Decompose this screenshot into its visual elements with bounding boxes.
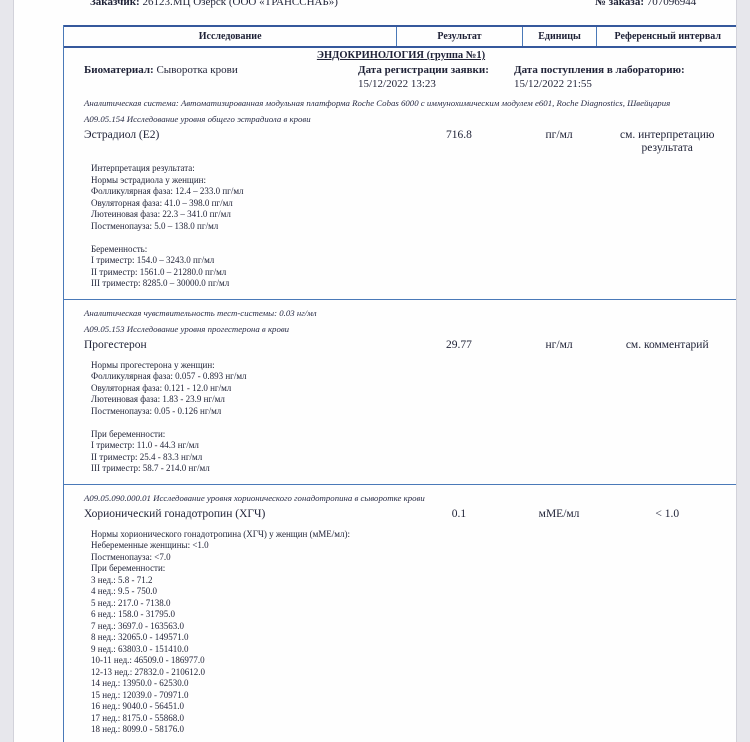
- norm-line: 15 нед.: 12039.0 - 70971.0: [91, 689, 189, 700]
- analyte-code-line: А09.05.153 Исследование уровня прогестер…: [84, 323, 290, 334]
- customer-line: Заказчик: 26123.МЦ Озерск (ООО «ТРАНССНА…: [90, 0, 338, 8]
- analyte-code-line: А09.05.154 Исследование уровня общего эс…: [84, 114, 311, 124]
- registration-date-block: Дата регистрации заявки: 15/12/2022 13:2…: [358, 64, 489, 90]
- order-number-line: № заказа: 707096944: [595, 0, 696, 8]
- analyte-units: пг/мл: [545, 129, 573, 141]
- norm-line: При беременности:: [91, 428, 166, 439]
- norm-line: Беременность:: [91, 243, 148, 254]
- norm-line: При беременности:: [91, 563, 166, 573]
- col-header-reference: Референсный интервал: [596, 27, 737, 46]
- norm-line: 3 нед.: 5.8 - 71.2: [91, 574, 153, 585]
- page-left-gutter: [0, 0, 14, 742]
- analyte-result-value: 0.1: [451, 507, 467, 520]
- norm-line: Интерпретация результата:: [91, 163, 195, 173]
- norm-line: Лютеиновая фаза: 22.3 – 341.0 пг/мл: [91, 209, 231, 219]
- analyte-result-row: Эстрадиол (Е2) 716.8 пг/мл см. интерпрет…: [64, 129, 737, 155]
- norm-line: Небеременные женщины: <1.0: [91, 540, 209, 550]
- analyte-reference: < 1.0: [655, 507, 680, 520]
- norm-line: Нормы хорионического гонадотропина (ХГЧ)…: [91, 528, 350, 539]
- analyte-result-row: Хорионический гонадотропин (ХГЧ) 0.1 мМЕ…: [64, 508, 737, 521]
- norms-block: Нормы прогестерона у женщин: Фолликулярна…: [64, 360, 737, 475]
- norm-line: Нормы эстрадиола у женщин:: [91, 174, 206, 185]
- analyte-units: мМЕ/мл: [538, 507, 580, 520]
- received-date-label: Дата поступления в лабораторию:: [514, 64, 685, 76]
- norm-line: Постменопауза: 0.05 - 0.126 нг/мл: [91, 405, 222, 416]
- registration-date-value: 15/12/2022 13:23: [358, 78, 436, 90]
- norm-line: 14 нед.: 13950.0 - 62530.0: [91, 678, 189, 688]
- norm-line: II триместр: 25.4 - 83.3 нг/мл: [91, 451, 203, 462]
- norm-line: 12-13 нед.: 27832.0 - 210612.0: [91, 666, 206, 677]
- norm-line: Постменопауза: <7.0: [91, 551, 171, 562]
- results-table: Исследование Результат Единицы Референсн…: [63, 25, 737, 742]
- norm-line: III триместр: 8285.0 – 30000.0 пг/мл: [91, 278, 230, 288]
- analyte-name: Хорионический гонадотропин (ХГЧ): [84, 507, 266, 520]
- biomaterial-block: Биоматериал: Сыворотка крови Дата регист…: [64, 64, 737, 97]
- norm-line: 16 нед.: 9040.0 - 56451.0: [91, 701, 185, 711]
- norm-line: Нормы прогестерона у женщин:: [91, 359, 215, 370]
- norm-line: 5 нед.: 217.0 - 7138.0: [91, 597, 171, 608]
- norm-line: 7 нед.: 3697.0 - 163563.0: [91, 620, 185, 631]
- norm-line: [91, 417, 737, 429]
- norms-block: Нормы хорионического гонадотропина (ХГЧ)…: [64, 529, 737, 736]
- analyte-code-line: А09.05.090.000.01 Исследование уровня хо…: [84, 492, 425, 503]
- norm-line: Лютеиновая фаза: 1.83 - 23.9 нг/мл: [91, 394, 225, 404]
- customer-value: 26123.МЦ Озерск (ООО «ТРАНССНАБ»): [142, 0, 338, 8]
- analyte-name: Прогестерон: [84, 338, 147, 351]
- norm-line: 18 нед.: 8099.0 - 58176.0: [91, 724, 185, 734]
- biomaterial-label: Биоматериал:: [84, 64, 154, 76]
- col-header-result: Результат: [396, 27, 521, 46]
- order-number-label: № заказа:: [595, 0, 644, 8]
- registration-date-label: Дата регистрации заявки:: [358, 64, 489, 76]
- analyte-section-hcg: А09.05.090.000.01 Исследование уровня хо…: [64, 483, 737, 742]
- norm-line: Овуляторная фаза: 0.121 - 12.0 нг/мл: [91, 382, 232, 393]
- norm-line: 17 нед.: 8175.0 - 55868.0: [91, 712, 185, 723]
- group-title: ЭНДОКРИНОЛОГИЯ (группа №1): [316, 50, 486, 61]
- analyte-result-row: Прогестерон 29.77 нг/мл см. комментарий: [64, 339, 737, 352]
- norm-line: 10-11 нед.: 46509.0 - 186977.0: [91, 655, 205, 665]
- norm-line: I триместр: 11.0 - 44.3 нг/мл: [91, 440, 199, 450]
- table-header-row: Исследование Результат Единицы Референсн…: [64, 25, 737, 48]
- analyte-reference: см. комментарий: [625, 338, 709, 351]
- analyte-section-estradiol: А09.05.154 Исследование уровня общего эс…: [64, 114, 737, 299]
- norm-line: Овуляторная фаза: 41.0 – 398.0 пг/мл: [91, 197, 233, 208]
- sensitivity-note: Аналитическая чувствительность тест-сист…: [84, 307, 317, 318]
- norm-line: Фолликулярная фаза: 0.057 - 0.893 нг/мл: [91, 371, 247, 381]
- order-number-value: 707096944: [646, 0, 697, 8]
- analyte-result-value: 716.8: [446, 129, 472, 141]
- lab-report-document: Заказчик: 26123.МЦ Озерск (ООО «ТРАНССНА…: [13, 0, 737, 742]
- norm-line: III триместр: 58.7 - 214.0 нг/мл: [91, 463, 210, 473]
- norm-line: Фолликулярная фаза: 12.4 – 233.0 пг/мл: [91, 186, 244, 196]
- norm-line: 4 нед.: 9.5 - 750.0: [91, 586, 158, 596]
- norm-line: II триместр: 1561.0 – 21280.0 пг/мл: [91, 266, 227, 277]
- analytical-system-note: Аналитическая система: Автоматизированна…: [84, 98, 671, 108]
- received-date-value: 15/12/2022 21:55: [514, 78, 592, 90]
- analyte-result-value: 29.77: [446, 338, 472, 351]
- biomaterial-line: Биоматериал: Сыворотка крови: [84, 64, 238, 76]
- norm-line: Постменопауза: 5.0 – 138.0 пг/мл: [91, 220, 219, 231]
- norm-line: 9 нед.: 63803.0 - 151410.0: [91, 643, 189, 654]
- norm-line: 6 нед.: 158.0 - 31795.0: [91, 609, 176, 619]
- page-right-gutter: [736, 0, 750, 742]
- customer-label: Заказчик:: [90, 0, 140, 8]
- norms-block: Интерпретация результата: Нормы эстрадиол…: [64, 163, 737, 290]
- analyte-units: нг/мл: [545, 338, 573, 351]
- analyte-reference: см. интерпретацию результата: [619, 129, 715, 154]
- analyte-section-progesterone: Аналитическая чувствительность тест-сист…: [64, 298, 737, 484]
- received-date-block: Дата поступления в лабораторию: 15/12/20…: [514, 64, 685, 90]
- col-header-units: Единицы: [521, 27, 597, 46]
- analyte-name: Эстрадиол (Е2): [84, 129, 160, 141]
- col-header-investigation: Исследование: [198, 31, 262, 42]
- biomaterial-value: Сыворотка крови: [156, 64, 238, 76]
- norm-line: 8 нед.: 32065.0 - 149571.0: [91, 632, 189, 642]
- norm-line: I триместр: 154.0 – 3243.0 пг/мл: [91, 255, 215, 265]
- norm-line: [91, 232, 737, 244]
